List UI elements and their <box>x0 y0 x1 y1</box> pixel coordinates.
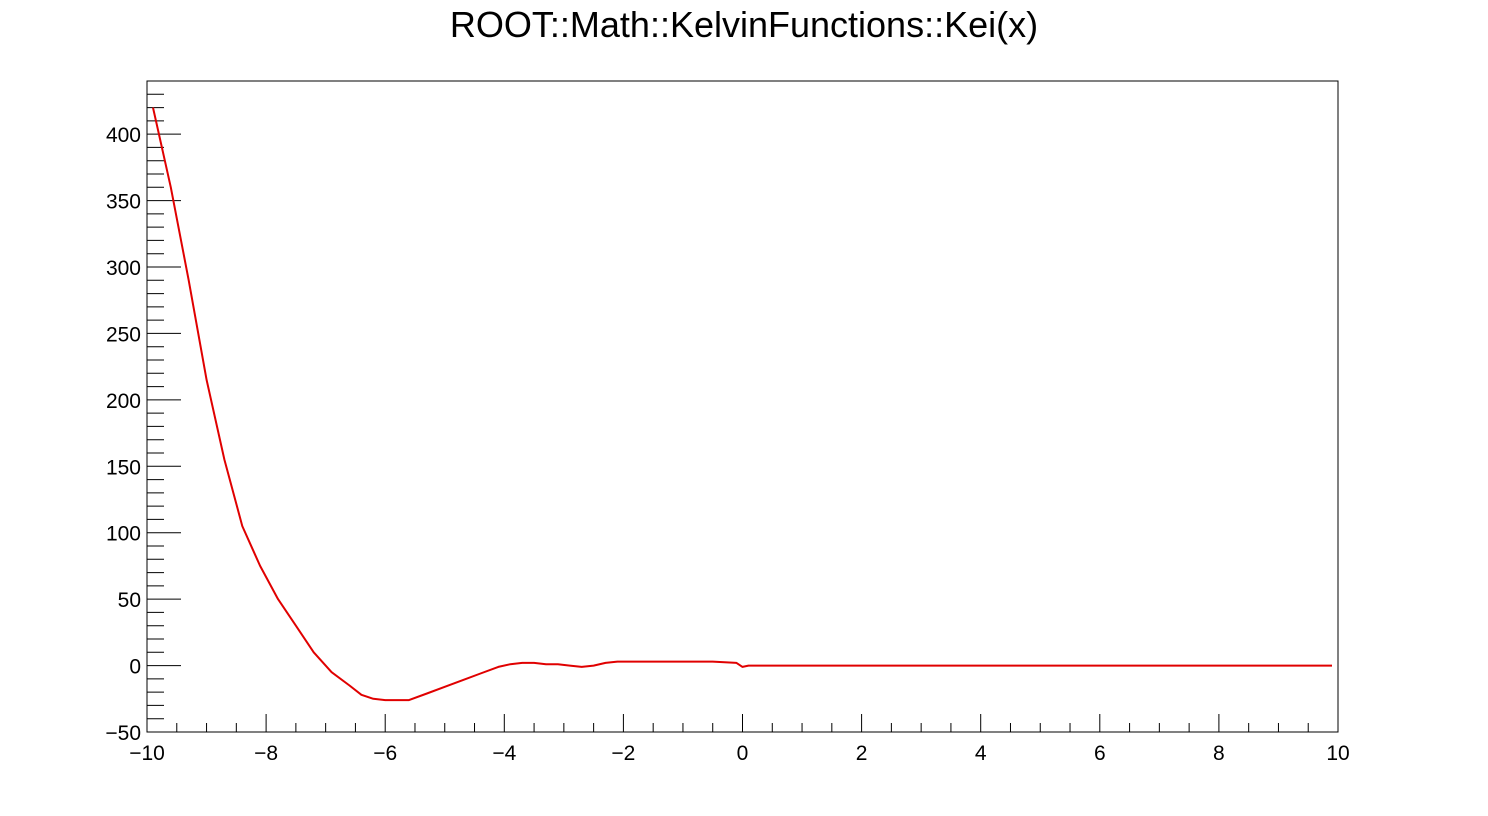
x-tick-label: −10 <box>129 742 165 765</box>
x-tick-label: 4 <box>975 742 987 765</box>
y-tick-label: 200 <box>106 390 141 413</box>
y-tick-label: −50 <box>105 722 141 745</box>
y-tick-label: 0 <box>129 656 141 679</box>
x-tick-label: 2 <box>856 742 868 765</box>
x-tick-label: 10 <box>1326 742 1349 765</box>
series-line <box>152 107 1332 702</box>
y-axis: −50 0 50 100 150 200 250 300 350 400 <box>105 80 181 745</box>
x-tick-label: −2 <box>611 742 635 765</box>
x-axis: −10 −8 −6 −4 −2 0 2 4 6 8 10 <box>129 714 1350 765</box>
x-tick-label: 8 <box>1213 742 1225 765</box>
y-tick-label: 250 <box>106 323 141 346</box>
y-tick-label: 50 <box>118 589 141 612</box>
chart-title: ROOT::Math::KelvinFunctions::Kei(x) <box>449 4 1039 45</box>
y-tick-label: 100 <box>106 523 141 546</box>
y-tick-label: 400 <box>106 124 141 147</box>
x-tick-label: −4 <box>492 742 516 765</box>
plot-frame <box>146 80 1339 733</box>
y-tick-label: 300 <box>106 257 141 280</box>
series-layer <box>152 107 1332 702</box>
x-tick-label: 0 <box>737 742 749 765</box>
y-tick-label: 350 <box>106 191 141 214</box>
x-tick-label: −6 <box>373 742 397 765</box>
x-tick-label: 6 <box>1094 742 1106 765</box>
x-tick-label: −8 <box>254 742 278 765</box>
y-tick-label: 150 <box>106 456 141 479</box>
